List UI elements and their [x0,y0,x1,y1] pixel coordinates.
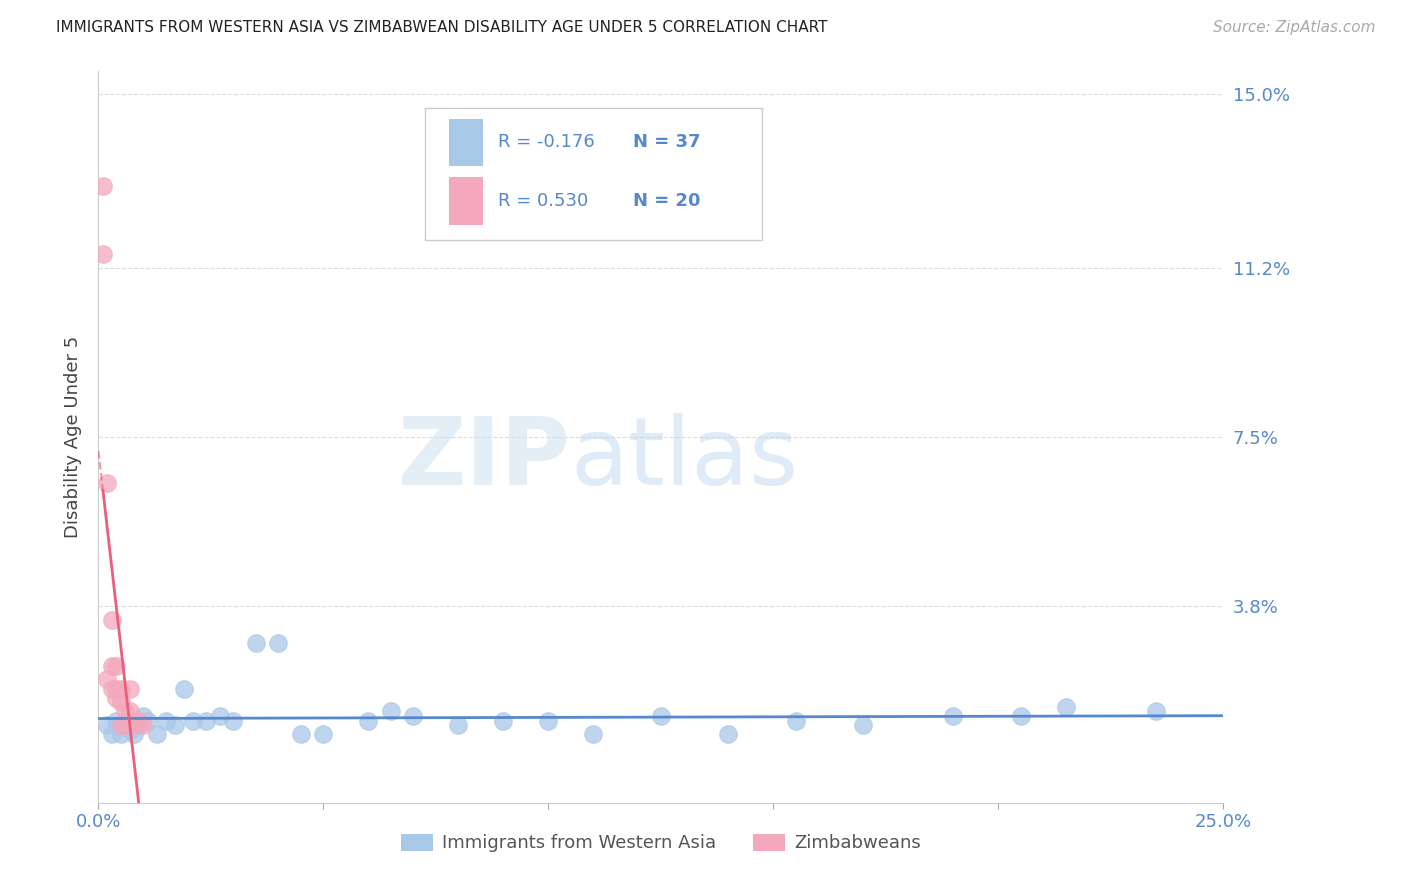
Point [114,718,136,732]
Point [101,613,124,627]
Point [132,718,155,732]
Point [852,718,875,732]
Point [146,727,169,741]
Point [91,178,114,193]
Point [1054,699,1077,714]
Point [110,695,132,709]
Point [380,705,402,719]
Point [136,714,159,728]
Point [110,681,132,696]
Point [447,718,470,732]
Point [101,727,124,741]
Point [785,714,807,728]
Text: N = 37: N = 37 [633,133,700,151]
Point [110,718,132,732]
Point [195,714,218,728]
Text: N = 20: N = 20 [633,192,700,210]
Point [942,709,965,723]
Point [110,727,132,741]
Text: R = 0.530: R = 0.530 [498,192,588,210]
Point [492,714,515,728]
Point [105,681,128,696]
Point [96,475,118,490]
Point [91,247,114,261]
Text: ZIP: ZIP [398,413,571,505]
FancyBboxPatch shape [450,178,484,225]
Point [114,718,136,732]
Legend: Immigrants from Western Asia, Zimbabweans: Immigrants from Western Asia, Zimbabwean… [394,826,928,860]
Point [101,658,124,673]
Text: atlas: atlas [571,413,799,505]
Point [173,681,195,696]
Point [181,714,204,728]
Point [105,714,128,728]
Text: IMMIGRANTS FROM WESTERN ASIA VS ZIMBABWEAN DISABILITY AGE UNDER 5 CORRELATION CH: IMMIGRANTS FROM WESTERN ASIA VS ZIMBABWE… [56,20,828,35]
Point [163,718,186,732]
Point [1144,705,1167,719]
Point [128,718,150,732]
Point [582,727,605,741]
Point [245,636,267,650]
Point [537,714,560,728]
Point [650,709,672,723]
Point [290,727,312,741]
FancyBboxPatch shape [425,108,762,240]
Point [357,714,380,728]
Point [132,709,155,723]
Y-axis label: Disability Age Under 5: Disability Age Under 5 [63,336,82,538]
Point [312,727,335,741]
Point [114,705,136,719]
Point [402,709,425,723]
Point [128,714,150,728]
Point [155,714,177,728]
Point [717,727,740,741]
Point [222,714,245,728]
Point [267,636,290,650]
Point [105,690,128,705]
Point [118,681,141,696]
Text: R = -0.176: R = -0.176 [498,133,595,151]
FancyBboxPatch shape [450,119,484,166]
Point [101,681,124,696]
Point [1010,709,1032,723]
Point [124,718,146,732]
Point [105,658,128,673]
Point [96,718,118,732]
Point [124,727,146,741]
Point [96,673,118,687]
Point [118,723,141,737]
Point [208,709,231,723]
Point [118,705,141,719]
Text: Source: ZipAtlas.com: Source: ZipAtlas.com [1212,20,1375,35]
